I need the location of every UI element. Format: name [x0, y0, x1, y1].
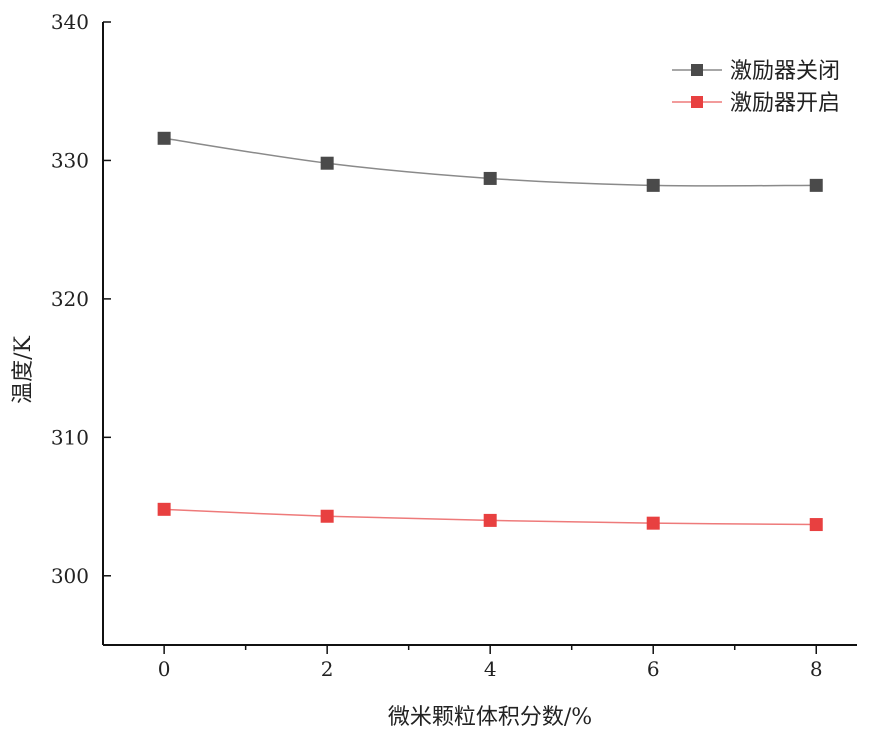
data-point-series-2 [809, 518, 823, 532]
data-point-series-1 [646, 178, 660, 192]
x-axis-title: 微米颗粒体积分数/% [388, 705, 592, 730]
y-axis-title: 温度/K [11, 336, 36, 404]
x-tick-label: 2 [321, 657, 334, 681]
y-tick-label: 330 [51, 148, 89, 172]
y-tick-label: 310 [51, 425, 89, 449]
legend-marker [691, 64, 703, 76]
x-tick-label: 0 [158, 657, 171, 681]
y-tick-label: 320 [51, 287, 89, 311]
data-point-series-2 [157, 502, 171, 516]
data-point-series-1 [157, 131, 171, 145]
y-tick-label: 300 [51, 564, 89, 588]
data-point-series-1 [483, 171, 497, 185]
data-point-series-1 [320, 156, 334, 170]
legend-label: 激励器开启 [730, 91, 840, 116]
x-tick-label: 6 [647, 657, 660, 681]
axes: 0 2 4 6 8 300 310 320 330 340 [51, 10, 857, 681]
x-tick-label: 4 [484, 657, 497, 681]
series-group [157, 131, 823, 532]
y-tick-label: 340 [51, 10, 89, 34]
data-point-series-2 [483, 513, 497, 527]
data-point-series-1 [809, 178, 823, 192]
data-point-series-2 [646, 516, 660, 530]
legend-marker [691, 96, 703, 108]
data-point-series-2 [320, 509, 334, 523]
legend-label: 激励器关闭 [730, 59, 840, 84]
x-tick-label: 8 [810, 657, 823, 681]
